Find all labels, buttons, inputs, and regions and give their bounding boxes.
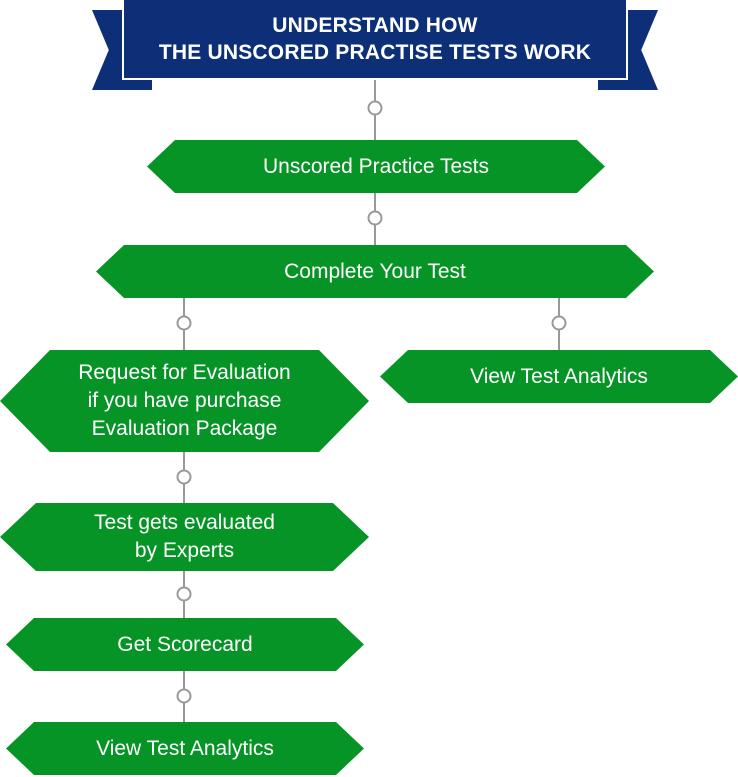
- connector-dot: [176, 688, 192, 704]
- node-label: Unscored Practice Tests: [262, 154, 490, 178]
- page-title: UNDERSTAND HOW THE UNSCORED PRACTISE TES…: [122, 0, 628, 80]
- node-request-for-evaluation: Request for Evaluation if you have purch…: [0, 350, 369, 452]
- node-label: by Experts: [134, 539, 235, 562]
- node-complete-your-test: Complete Your Test: [96, 245, 654, 298]
- node-label: Evaluation Package: [91, 417, 278, 440]
- node-label: Get Scorecard: [117, 632, 253, 656]
- connector-dot: [551, 315, 567, 331]
- node-label: if you have purchase: [87, 389, 282, 412]
- node-unscored-practice-tests: Unscored Practice Tests: [147, 140, 605, 193]
- node-label: View Test Analytics: [470, 364, 648, 388]
- connector-dot: [367, 100, 383, 116]
- node-label: Test gets evaluated: [94, 511, 275, 534]
- node-label: Request for Evaluation: [78, 361, 291, 384]
- node-view-test-analytics-right: View Test Analytics: [380, 350, 738, 403]
- page-title-line-1: UNDERSTAND HOW: [272, 14, 478, 37]
- page-title-line-2: THE UNSCORED PRACTISE TESTS WORK: [158, 41, 592, 64]
- node-get-scorecard: Get Scorecard: [6, 618, 364, 671]
- node-label: Complete Your Test: [284, 259, 466, 283]
- node-test-gets-evaluated: Test gets evaluated by Experts: [0, 503, 369, 571]
- connector-dot: [367, 210, 383, 226]
- connector-dot: [176, 586, 192, 602]
- node-view-test-analytics-bottom: View Test Analytics: [6, 722, 364, 775]
- node-label: View Test Analytics: [96, 736, 274, 760]
- connector-dot: [176, 469, 192, 485]
- connector-dot: [176, 315, 192, 331]
